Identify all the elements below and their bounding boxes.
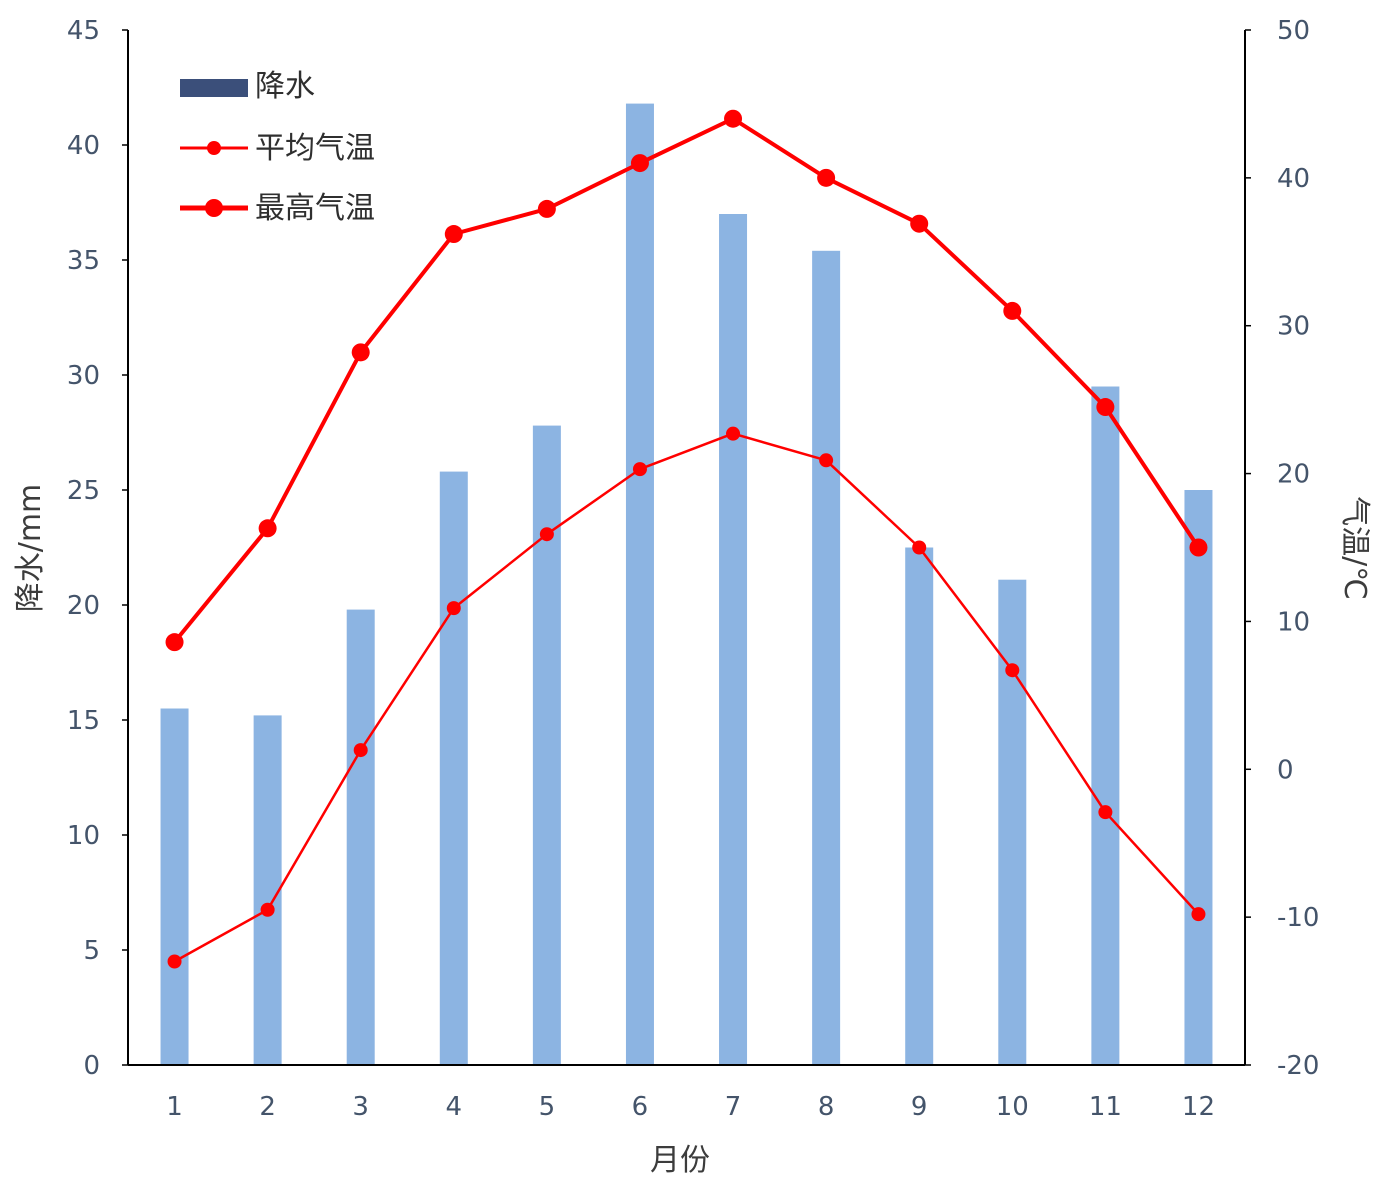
left-tick-label-30: 30 <box>67 361 100 391</box>
max-temp-point-2 <box>258 519 277 538</box>
x-tick-label-8: 8 <box>818 1092 835 1122</box>
x-tick-label-11: 11 <box>1089 1092 1122 1122</box>
avg-temp-point-10 <box>1005 663 1020 678</box>
right-tick-label-20: 20 <box>1277 460 1310 490</box>
x-tick-label-2: 2 <box>259 1092 276 1122</box>
max-temp-point-6 <box>630 154 649 173</box>
avg-temp-point-2 <box>260 902 275 917</box>
avg-temp-point-11 <box>1098 805 1113 820</box>
avg-temp-line <box>173 432 1200 963</box>
precip-bar-7 <box>719 214 748 1065</box>
avg-temp-point-6 <box>632 462 647 477</box>
avg-temp-point-4 <box>446 601 461 616</box>
precip-bar-9 <box>905 547 934 1065</box>
max-temp-point-12 <box>1189 538 1208 557</box>
precip-bar-11 <box>1091 386 1120 1065</box>
left-tick-label-45: 45 <box>67 16 100 46</box>
max-temp-point-3 <box>351 343 370 362</box>
right-tick-label-0: 0 <box>1277 755 1294 785</box>
max-temp-point-10 <box>1003 301 1022 320</box>
max-temp-point-11 <box>1096 398 1115 417</box>
precip-bar-12 <box>1184 490 1213 1065</box>
precip-bar-8 <box>812 250 841 1066</box>
x-tick-label-6: 6 <box>632 1092 649 1122</box>
precip-bar-6 <box>625 103 654 1066</box>
x-axis-title: 月份 <box>650 1143 710 1178</box>
precip-bar-4 <box>439 471 468 1066</box>
legend-label-max-temperature: 最高气温 <box>255 191 375 226</box>
avg-temp-point-12 <box>1191 907 1206 922</box>
max-temp-point-5 <box>537 199 556 218</box>
left-axis-tick-labels: 0 5 10 15 20 25 30 35 40 45 <box>67 16 100 1081</box>
right-tick-label--20: -20 <box>1277 1051 1319 1081</box>
chart-legend: 降水 平均气温 最高气温 <box>180 69 375 226</box>
x-tick-label-9: 9 <box>911 1092 928 1122</box>
precip-bar-3 <box>346 609 375 1065</box>
max-temp-point-7 <box>724 109 743 128</box>
left-tick-label-25: 25 <box>67 476 100 506</box>
temperature-lines <box>165 109 1208 969</box>
x-tick-label-1: 1 <box>166 1092 183 1122</box>
right-tick-label-30: 30 <box>1277 312 1310 342</box>
max-temp-point-8 <box>817 168 836 187</box>
x-tick-label-4: 4 <box>446 1092 463 1122</box>
x-tick-label-3: 3 <box>352 1092 369 1122</box>
x-tick-label-10: 10 <box>996 1092 1029 1122</box>
legend-marker-avg-temperature <box>207 141 221 155</box>
right-axis-tick-labels: -20 -10 0 10 20 30 40 50 <box>1277 16 1319 1081</box>
x-tick-label-12: 12 <box>1182 1092 1215 1122</box>
max-temp-point-1 <box>165 633 184 652</box>
right-tick-label-40: 40 <box>1277 164 1310 194</box>
left-tick-label-40: 40 <box>67 131 100 161</box>
left-axis-title: 降水/mm <box>13 484 48 613</box>
precip-bar-1 <box>160 708 189 1065</box>
left-tick-label-5: 5 <box>83 936 100 966</box>
avg-temp-point-1 <box>167 954 182 969</box>
legend-marker-max-temperature <box>205 199 223 217</box>
avg-temp-point-5 <box>539 527 554 542</box>
max-temp-point-4 <box>444 225 463 244</box>
avg-temp-point-7 <box>726 426 741 441</box>
chart-axes <box>122 29 1251 1066</box>
x-tick-label-7: 7 <box>725 1092 742 1122</box>
right-tick-label-10: 10 <box>1277 607 1310 637</box>
precip-bar-10 <box>998 579 1027 1065</box>
right-axis-title: 气温/℃ <box>1337 496 1372 600</box>
legend-label-precipitation: 降水 <box>255 69 315 104</box>
legend-label-avg-temperature: 平均气温 <box>255 131 375 166</box>
left-tick-label-10: 10 <box>67 821 100 851</box>
precipitation-bars <box>160 103 1213 1066</box>
max-temp-line <box>172 116 1201 644</box>
left-tick-label-35: 35 <box>67 246 100 276</box>
avg-temp-point-9 <box>912 540 927 555</box>
left-tick-label-20: 20 <box>67 591 100 621</box>
precip-bar-2 <box>253 715 282 1065</box>
right-tick-label--10: -10 <box>1277 903 1319 933</box>
right-tick-label-50: 50 <box>1277 16 1310 46</box>
legend-swatch-precipitation <box>180 79 248 97</box>
left-tick-label-0: 0 <box>83 1051 100 1081</box>
max-temp-point-9 <box>910 214 929 233</box>
avg-temp-point-3 <box>353 743 368 758</box>
left-tick-label-15: 15 <box>67 706 100 736</box>
precip-bar-5 <box>532 425 561 1066</box>
avg-temp-point-8 <box>819 453 834 468</box>
x-tick-label-5: 5 <box>539 1092 556 1122</box>
x-axis-tick-labels: 1 2 3 4 5 6 7 8 9 10 11 12 <box>166 1092 1215 1122</box>
